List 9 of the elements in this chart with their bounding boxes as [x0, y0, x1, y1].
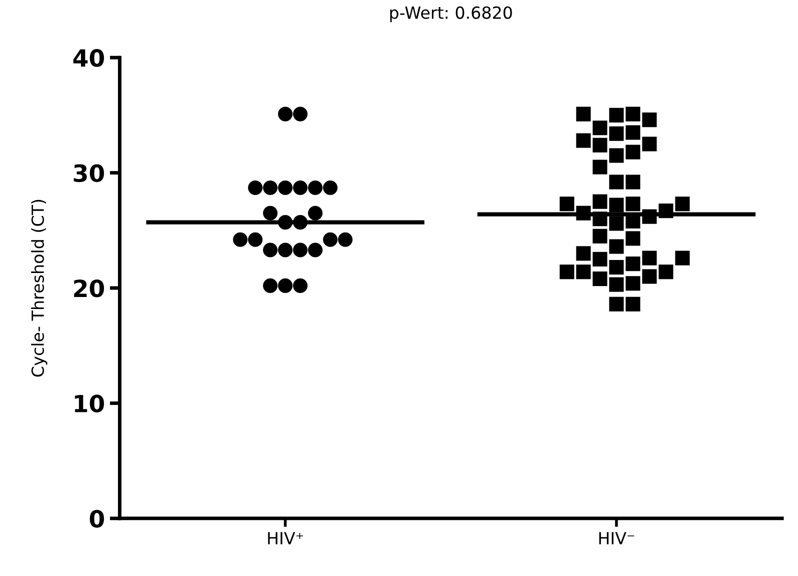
y-tick-label: 40	[73, 49, 104, 67]
y-tick-label: 10	[74, 394, 104, 413]
y-axis-title: Cycle- Threshold (CT)	[31, 200, 48, 377]
x-tick-label: HIV⁻	[599, 532, 634, 544]
y-tick-label: 0	[90, 510, 104, 528]
x-tick-label: HIV⁺	[268, 532, 303, 544]
y-tick-label: 20	[74, 279, 104, 298]
y-tick-label: 30	[74, 164, 104, 182]
chart-title: p-Wert: 0.6820	[390, 6, 512, 22]
